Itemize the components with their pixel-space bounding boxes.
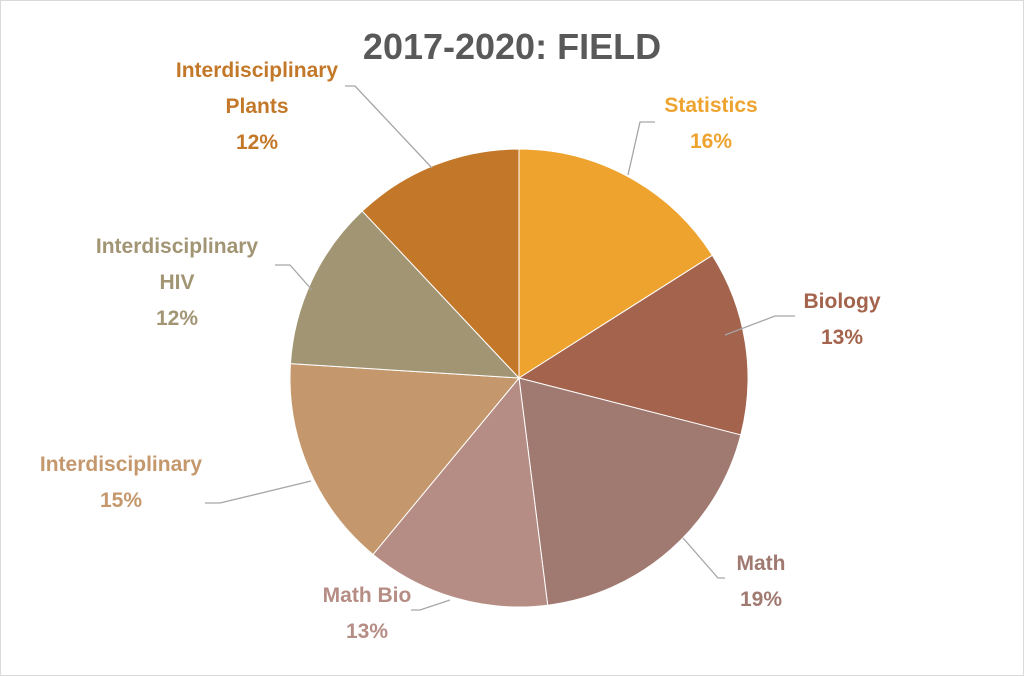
data-label-interdisciplinary: Interdisciplinary 15% [40, 453, 203, 512]
pie-slice-interdisciplinary [289, 363, 521, 556]
data-label-category: Biology [804, 290, 881, 313]
data-label-value: 15% [100, 489, 142, 512]
pie-slice-math-bio [372, 376, 549, 608]
data-label-math-bio: Math Bio 13% [323, 584, 412, 643]
leader-line-math-bio [411, 599, 451, 611]
pie-slice-biology [517, 254, 749, 436]
pie-slice-interdisciplinary-hiv [289, 210, 521, 379]
data-label-category: Math Bio [323, 584, 412, 607]
chart-title: 2017-2020: FIELD [362, 26, 662, 67]
data-label-value: 16% [690, 130, 732, 153]
leader-line-statistics [627, 121, 655, 176]
data-label-value: 19% [740, 588, 782, 611]
leader-line-interdisciplinary [205, 480, 312, 504]
data-label-category: Plants [225, 95, 288, 118]
data-label-category: Interdisciplinary [40, 453, 203, 476]
leader-line-math [682, 537, 725, 579]
pie-slice-interdisciplinary-plants [361, 148, 520, 380]
pie-slice-statistics [518, 148, 714, 379]
leader-line-interdisciplinary-plants [345, 85, 433, 169]
data-label-biology: Biology 13% [804, 290, 881, 349]
data-label-value: 13% [346, 620, 388, 643]
data-label-category: Math [737, 552, 786, 575]
leader-line-interdisciplinary-hiv [275, 264, 313, 291]
data-label-category: Interdisciplinary [96, 235, 259, 258]
data-label-value: 13% [821, 326, 863, 349]
data-label-statistics: Statistics 16% [664, 94, 757, 153]
data-label-category: HIV [159, 271, 194, 294]
leader-line-biology [724, 315, 795, 336]
pie-slice-math [518, 377, 742, 606]
data-label-math: Math 19% [737, 552, 786, 611]
data-label-value: 12% [236, 131, 278, 154]
data-label-category: Interdisciplinary [176, 59, 339, 82]
data-label-category: Statistics [664, 94, 757, 117]
data-label-interdisciplinary-plants: Interdisciplinary Plants 12% [176, 59, 339, 154]
data-label-value: 12% [156, 307, 198, 330]
data-label-interdisciplinary-hiv: Interdisciplinary HIV 12% [96, 235, 259, 330]
